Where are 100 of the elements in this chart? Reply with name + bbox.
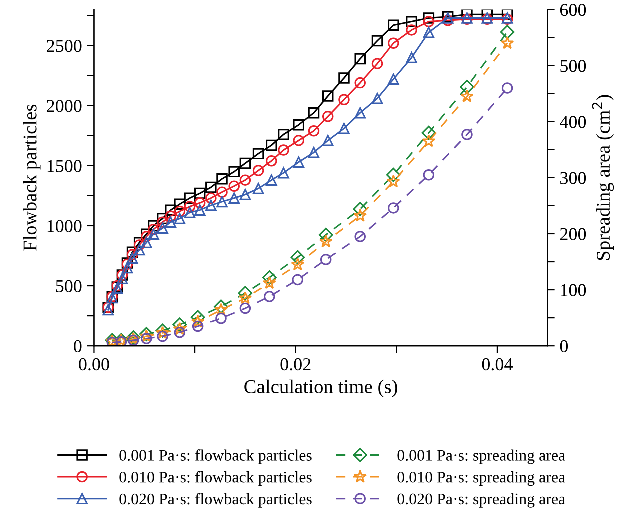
point <box>174 213 186 224</box>
point <box>353 202 368 216</box>
point <box>354 77 366 89</box>
point <box>194 198 206 209</box>
point <box>386 168 401 182</box>
point <box>406 52 418 64</box>
point <box>191 314 205 328</box>
point <box>228 192 240 204</box>
point <box>278 144 290 156</box>
point <box>422 126 436 140</box>
point <box>422 134 436 148</box>
point <box>293 156 304 168</box>
point <box>216 186 228 198</box>
point <box>500 36 514 50</box>
y2-tick-label: 0 <box>560 340 568 353</box>
x-axis-title: Calculation time (s) <box>244 380 398 398</box>
point <box>141 237 152 248</box>
x-tick-label: 0.04 <box>482 358 513 371</box>
point <box>206 182 217 194</box>
point <box>290 250 306 265</box>
point <box>264 291 276 302</box>
legend-label: 0.001 Pa·s: spreading area <box>398 450 566 464</box>
y-tick-label: 0 <box>74 340 82 353</box>
point <box>122 262 134 274</box>
point <box>134 244 146 256</box>
point <box>372 35 384 47</box>
legend-label: 0.010 Pa·s: flowback particles <box>120 471 312 486</box>
point <box>216 174 228 185</box>
point <box>184 192 196 204</box>
point <box>240 158 252 170</box>
point <box>423 170 435 181</box>
point <box>308 125 320 137</box>
point <box>460 80 474 94</box>
y2-tick-label: 500 <box>560 60 586 72</box>
point <box>116 273 128 284</box>
point <box>354 53 366 65</box>
point <box>292 274 304 286</box>
point <box>320 254 332 266</box>
point <box>165 204 176 216</box>
point <box>184 201 196 212</box>
point <box>266 140 278 152</box>
point <box>423 12 435 24</box>
point <box>252 183 264 194</box>
point <box>165 210 176 222</box>
point <box>228 166 240 178</box>
point <box>102 304 114 316</box>
y-tick-label: 500 <box>56 280 82 292</box>
point <box>308 107 320 119</box>
point <box>462 129 473 140</box>
legend-label: 0.010 Pa·s: spreading area <box>398 472 566 486</box>
y-tick-label: 2500 <box>47 40 82 52</box>
point <box>128 334 140 346</box>
point <box>354 209 368 222</box>
point <box>116 336 128 346</box>
y2-tick-label: 600 <box>560 4 586 16</box>
point <box>354 231 366 242</box>
point <box>157 213 168 224</box>
point <box>252 165 264 176</box>
point <box>388 74 400 86</box>
point <box>141 231 152 242</box>
point <box>322 90 334 102</box>
y2-tick-label: 100 <box>561 284 586 296</box>
point <box>174 198 186 210</box>
point <box>174 206 186 218</box>
point <box>266 155 278 167</box>
point <box>322 135 334 146</box>
point <box>148 228 160 240</box>
point <box>308 147 320 158</box>
point <box>240 189 252 200</box>
point <box>386 174 400 188</box>
point <box>442 14 454 26</box>
point <box>192 320 204 332</box>
point <box>106 337 118 346</box>
point <box>406 24 418 36</box>
y-axis-title: Flowback particles <box>23 104 41 252</box>
point <box>240 174 252 186</box>
point <box>266 174 278 186</box>
point <box>194 204 206 216</box>
point <box>338 94 350 106</box>
point <box>165 216 176 228</box>
point <box>252 148 264 160</box>
point <box>148 220 160 232</box>
point <box>190 310 206 325</box>
point <box>372 58 384 70</box>
point <box>228 180 240 192</box>
point <box>278 168 290 179</box>
point <box>293 135 304 146</box>
point <box>460 90 474 102</box>
point <box>148 224 160 236</box>
point <box>216 196 228 208</box>
point <box>500 25 515 40</box>
point <box>126 249 138 260</box>
point <box>318 228 334 242</box>
point <box>293 119 304 131</box>
point <box>423 16 435 28</box>
point <box>502 82 514 94</box>
y-tick-label: 1000 <box>48 220 82 232</box>
point <box>319 234 333 248</box>
point <box>388 38 400 50</box>
point <box>372 93 384 104</box>
